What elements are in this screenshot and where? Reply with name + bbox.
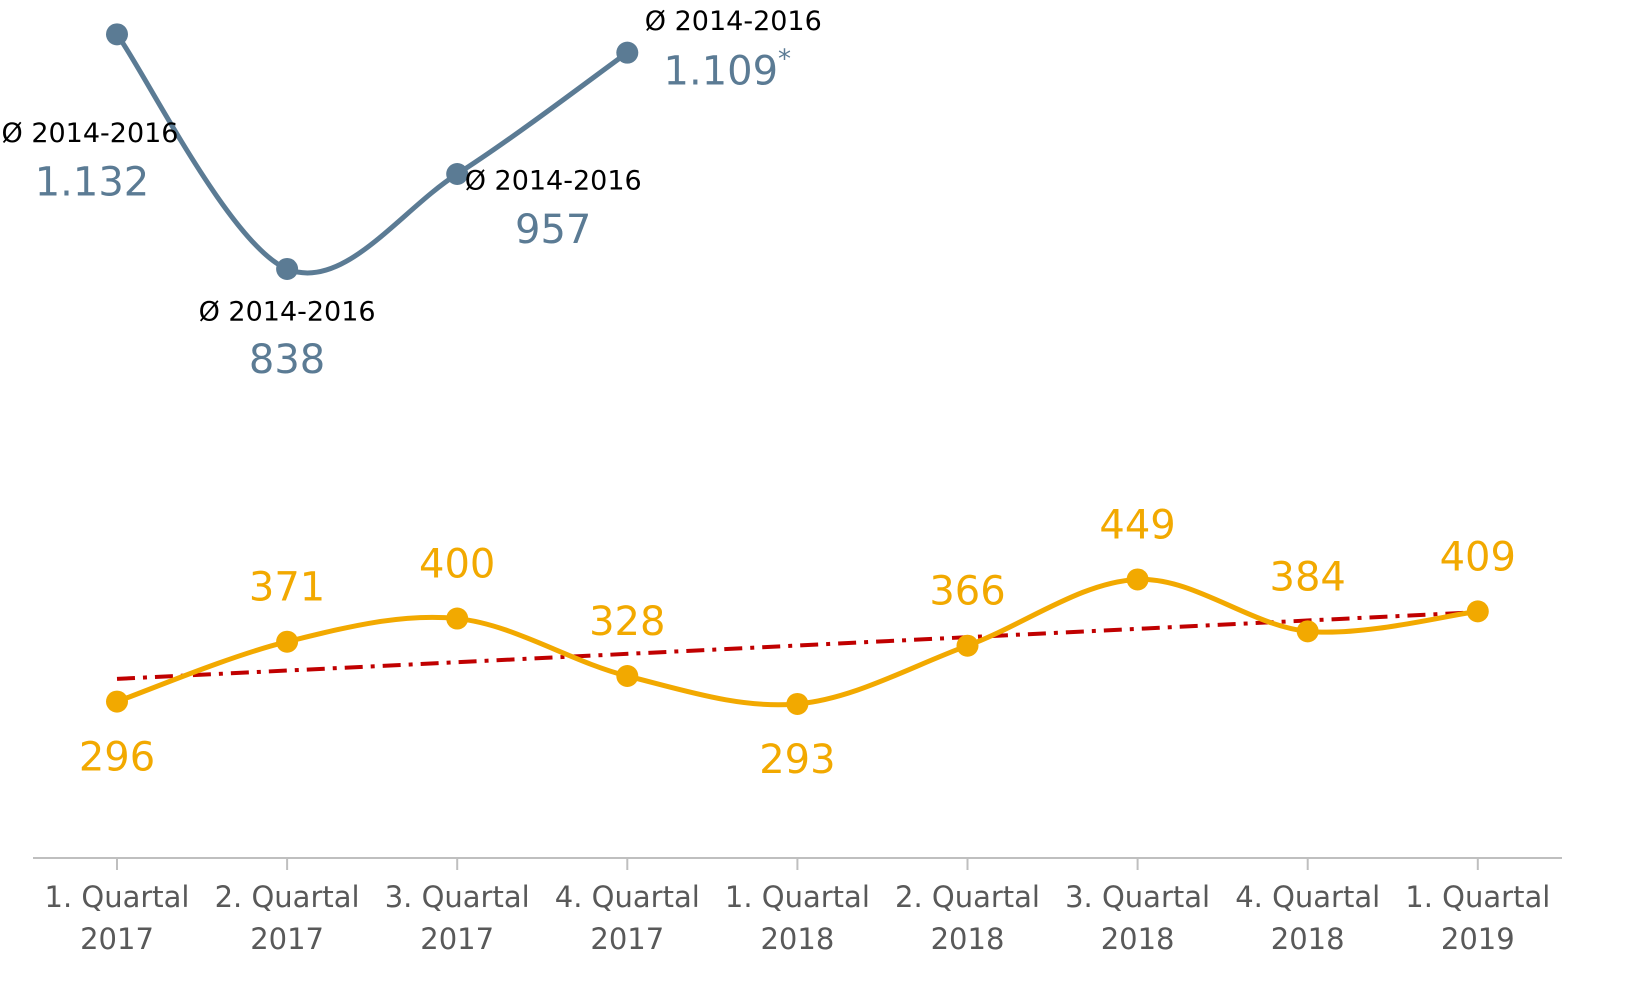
data-label: 366	[929, 569, 1005, 615]
data-label: 449	[1099, 502, 1175, 548]
annotation: Ø 2014-2016	[199, 296, 376, 327]
annotation: Ø 2014-2016	[645, 6, 822, 37]
annotation: Ø 2014-2016	[465, 165, 642, 196]
data-label-value: 1.109	[664, 49, 779, 95]
x-tick-label: 3. Quartal 2017	[384, 880, 530, 956]
x-tick-label: 4. Quartal 2017	[554, 880, 700, 956]
x-tick-label: 1. Quartal 2018	[724, 880, 870, 956]
data-label: 957	[515, 207, 591, 253]
data-label-value: 838	[249, 337, 325, 383]
data-point	[446, 607, 469, 630]
data-point	[1466, 600, 1489, 623]
series-line	[114, 32, 629, 276]
data-label-value: 1.132	[35, 159, 150, 205]
data-point	[1126, 568, 1149, 591]
data-point	[956, 634, 979, 657]
data-label: 384	[1270, 554, 1346, 600]
footnote-mark: *	[778, 44, 791, 74]
annotation: Ø 2014-2016	[1, 118, 178, 149]
data-label: 296	[79, 735, 155, 781]
data-point	[446, 162, 469, 185]
data-point	[106, 690, 128, 713]
data-point	[616, 41, 639, 64]
data-label: 400	[419, 542, 495, 588]
x-tick-label: 2. Quartal 2017	[214, 880, 360, 956]
data-label: 328	[589, 599, 665, 645]
x-tick-label: 2. Quartal 2018	[895, 880, 1040, 956]
data-label: 409	[1440, 534, 1516, 580]
data-label-value: 957	[515, 207, 591, 253]
x-tick-label: 3. Quartal 2018	[1065, 880, 1211, 956]
data-label: 371	[249, 565, 325, 611]
data-point	[616, 665, 639, 688]
data-point	[276, 257, 299, 280]
data-label: 1.132	[35, 159, 150, 205]
x-tick-label: 1. Quartal 2017	[44, 880, 190, 956]
data-label: 838	[249, 337, 325, 383]
data-label: 293	[759, 737, 835, 783]
data-label: 1.109*	[664, 44, 792, 95]
data-point	[106, 23, 128, 46]
x-tick-label: 4. Quartal 2018	[1235, 880, 1381, 956]
data-point	[276, 630, 299, 653]
x-tick-label: 1. Quartal 2019	[1405, 880, 1551, 956]
data-point	[1296, 620, 1319, 643]
data-point	[786, 692, 809, 715]
